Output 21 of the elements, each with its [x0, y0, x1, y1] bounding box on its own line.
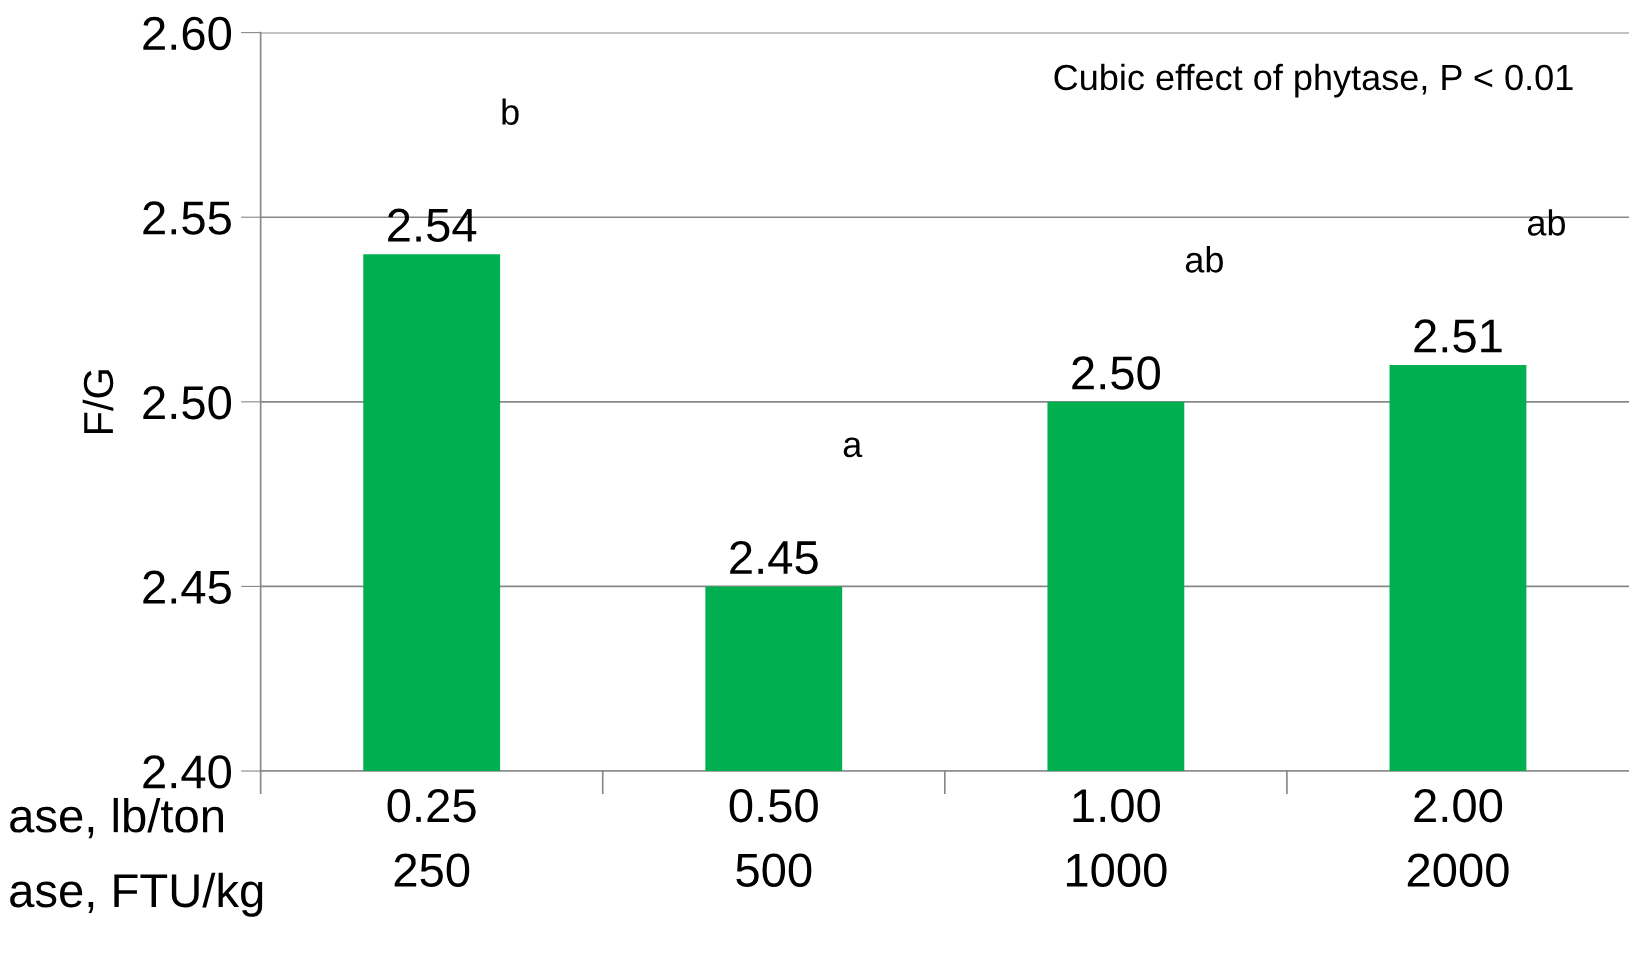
annotation: b	[502, 98, 519, 125]
annotation: a	[843, 437, 863, 458]
data-label: 2.54	[388, 208, 477, 243]
y-tick-label: 2.60	[143, 16, 232, 51]
y-tick-label: 2.45	[143, 570, 231, 604]
data-label: 2.45	[730, 540, 818, 575]
x-tick-label: 0.25 250	[387, 788, 476, 887]
x-tick-label: 1.00 1000	[1066, 788, 1167, 887]
y-tick-label: 2.50	[143, 385, 232, 420]
annotation: ab	[1527, 209, 1566, 236]
x-tick-label: 0.50 500	[729, 788, 818, 887]
y-tick-label: 2.40	[143, 755, 232, 789]
text: ase, lb/ton	[10, 797, 223, 839]
data-label: 2.50	[1072, 356, 1160, 390]
x-tick-label: 2.00 2000	[1407, 788, 1509, 887]
annotation: Cubic effect of phytase, P < 0.01	[1054, 63, 1573, 98]
y-tick-label: 2.55	[143, 201, 231, 235]
annotation: ab	[1185, 246, 1223, 273]
data-label: 2.51	[1414, 319, 1502, 353]
text: ase, FTU/kg	[10, 872, 263, 917]
y-axis-title: F/G	[82, 370, 114, 434]
